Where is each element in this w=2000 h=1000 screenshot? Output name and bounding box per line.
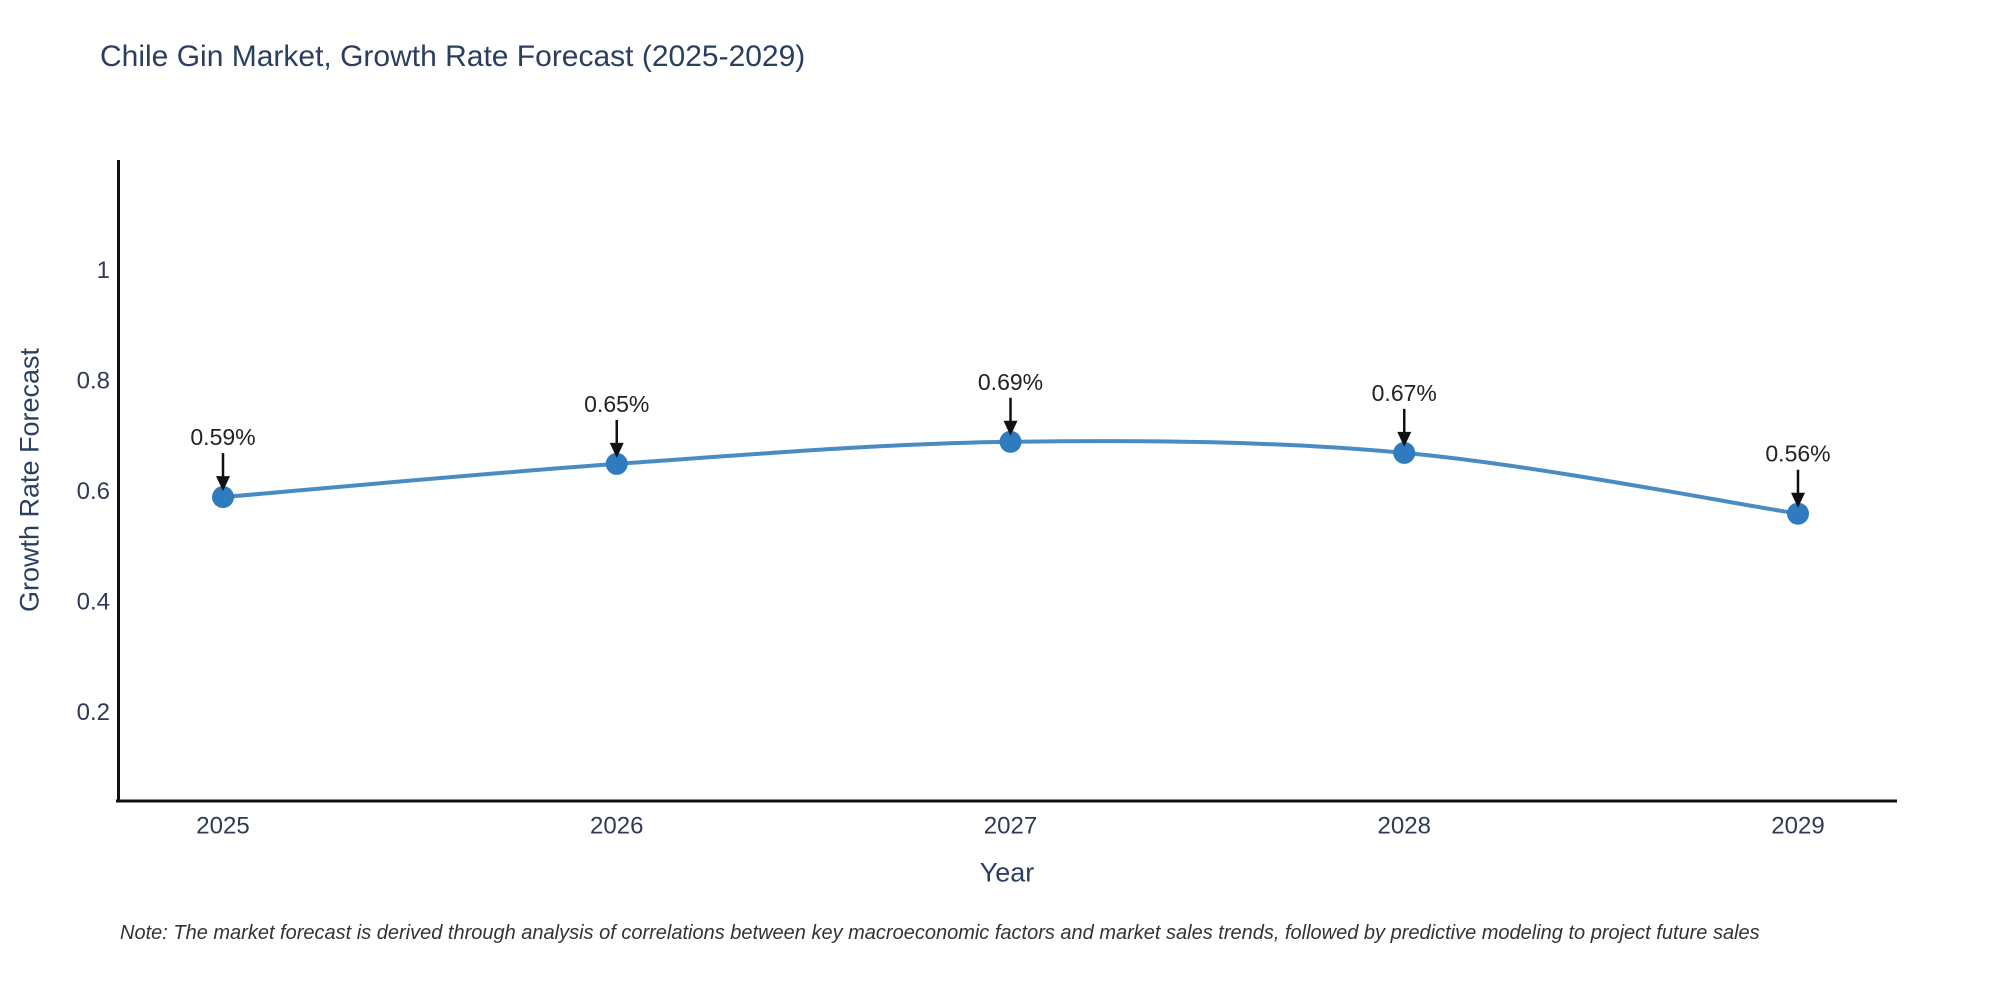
x-tick-label: 2025 [196,813,249,840]
data-point-label: 0.69% [978,369,1043,395]
data-point-marker[interactable] [212,486,234,509]
data-point-label: 0.59% [190,424,255,450]
note-text: Note: The market forecast is derived thr… [120,922,1760,944]
annotation-arrowhead-icon [1003,420,1018,436]
x-axis-title: Year [979,857,1035,888]
data-point-marker[interactable] [999,430,1022,453]
x-tick-label: 2029 [1771,813,1824,840]
y-tick-label: 1 [97,257,110,284]
chart-title: Chile Gin Market, Growth Rate Forecast (… [100,40,806,73]
data-point-label: 0.56% [1765,441,1830,467]
x-tick-label: 2027 [984,813,1037,840]
data-point-marker[interactable] [1393,441,1416,464]
annotation-arrowhead-icon [1791,492,1805,508]
y-tick-label: 0.2 [77,699,110,726]
x-tick-label: 2026 [590,813,643,840]
annotation-arrowhead-icon [609,442,624,458]
data-point-label: 0.65% [584,391,649,417]
y-tick-label: 0.4 [77,589,110,616]
y-tick-label: 0.8 [77,368,110,395]
data-point-marker[interactable] [605,452,628,475]
annotation-arrowhead-icon [1397,431,1412,447]
annotation-arrowhead-icon [216,476,230,492]
x-tick-label: 2028 [1378,813,1431,840]
data-point-label: 0.67% [1372,380,1437,406]
y-tick-label: 0.6 [77,478,110,505]
data-point-marker[interactable] [1787,502,1809,525]
